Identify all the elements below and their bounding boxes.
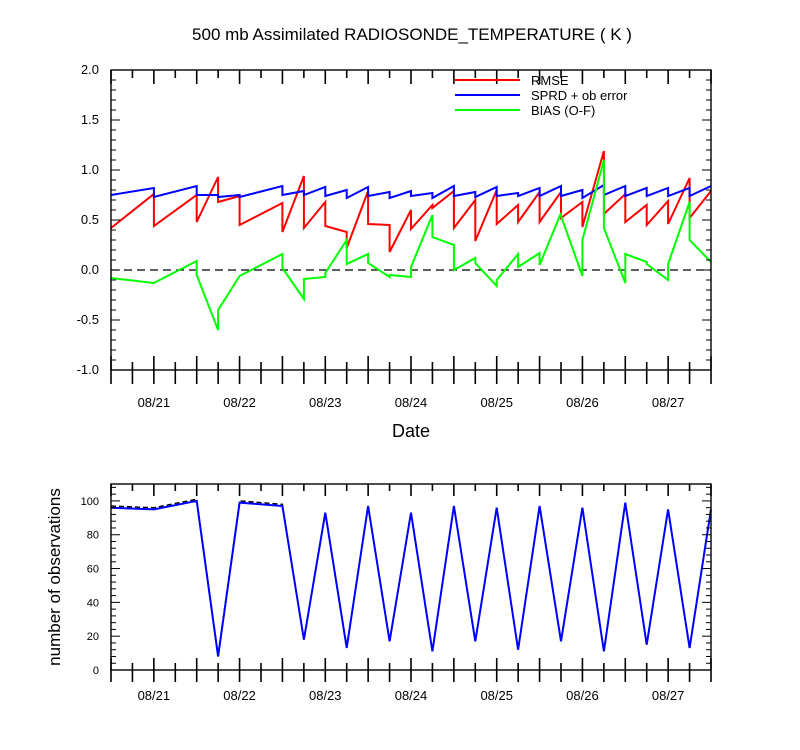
top-y-tick-label: 0.0 bbox=[81, 262, 99, 277]
top-y-tick-label: -0.5 bbox=[77, 312, 99, 327]
legend-label: SPRD + ob error bbox=[531, 88, 628, 103]
top-x-tick-label: 08/23 bbox=[309, 395, 342, 410]
chart-title: 500 mb Assimilated RADIOSONDE_TEMPERATUR… bbox=[192, 25, 632, 44]
top-y-tick-label: 2.0 bbox=[81, 62, 99, 77]
bottom-x-tick-label: 08/25 bbox=[480, 688, 513, 703]
bottom-y-tick-label: 80 bbox=[87, 530, 99, 542]
series-line-bias-o-f bbox=[110, 159, 712, 331]
legend-label: RMSE bbox=[531, 73, 569, 88]
bottom-y-tick-label: 100 bbox=[81, 496, 99, 508]
bottom-x-tick-label: 08/21 bbox=[138, 688, 171, 703]
bottom-x-tick-label: 08/23 bbox=[309, 688, 342, 703]
bottom-y-tick-label: 20 bbox=[87, 631, 99, 643]
bottom-panel: 0 20 40 60 80 100 08/21 08/22 08/23 08/24 08/25 08/… bbox=[81, 483, 712, 703]
bottom-y-tick-label: 40 bbox=[87, 597, 99, 609]
bottom-y-tick-label: 0 bbox=[93, 665, 99, 677]
top-x-tick-label: 08/25 bbox=[480, 395, 513, 410]
top-panel: -1.0 -0.5 0.0 0.5 1.0 1.5 2.0 08/21 08/22 08/23 08… bbox=[77, 62, 712, 410]
bottom-x-tick-label: 08/27 bbox=[652, 688, 685, 703]
top-x-tick-label: 08/24 bbox=[395, 395, 428, 410]
obs-total-dashed-line bbox=[110, 498, 712, 655]
bottom-y-axis-label: number of observations bbox=[45, 488, 64, 666]
top-y-tick-label: -1.0 bbox=[77, 362, 99, 377]
top-x-tick-label: 08/21 bbox=[138, 395, 171, 410]
top-y-tick-label: 1.0 bbox=[81, 162, 99, 177]
top-x-tick-label: 08/22 bbox=[223, 395, 256, 410]
obs-assimilated-line bbox=[110, 499, 712, 657]
legend-label: BIAS (O-F) bbox=[531, 103, 595, 118]
series-line-sprd-ob-error bbox=[110, 183, 712, 200]
top-y-tick-label: 1.5 bbox=[81, 112, 99, 127]
top-x-tick-label: 08/27 bbox=[652, 395, 685, 410]
series-line-rmse bbox=[110, 150, 712, 253]
bottom-x-tick-label: 08/24 bbox=[395, 688, 428, 703]
bottom-x-tick-label: 08/26 bbox=[566, 688, 599, 703]
bottom-plot-frame bbox=[110, 483, 712, 671]
top-y-tick-label: 0.5 bbox=[81, 212, 99, 227]
top-x-tick-label: 08/26 bbox=[566, 395, 599, 410]
bottom-y-tick-label: 60 bbox=[87, 564, 99, 576]
top-x-axis-label: Date bbox=[392, 421, 430, 441]
bottom-x-tick-label: 08/22 bbox=[223, 688, 256, 703]
